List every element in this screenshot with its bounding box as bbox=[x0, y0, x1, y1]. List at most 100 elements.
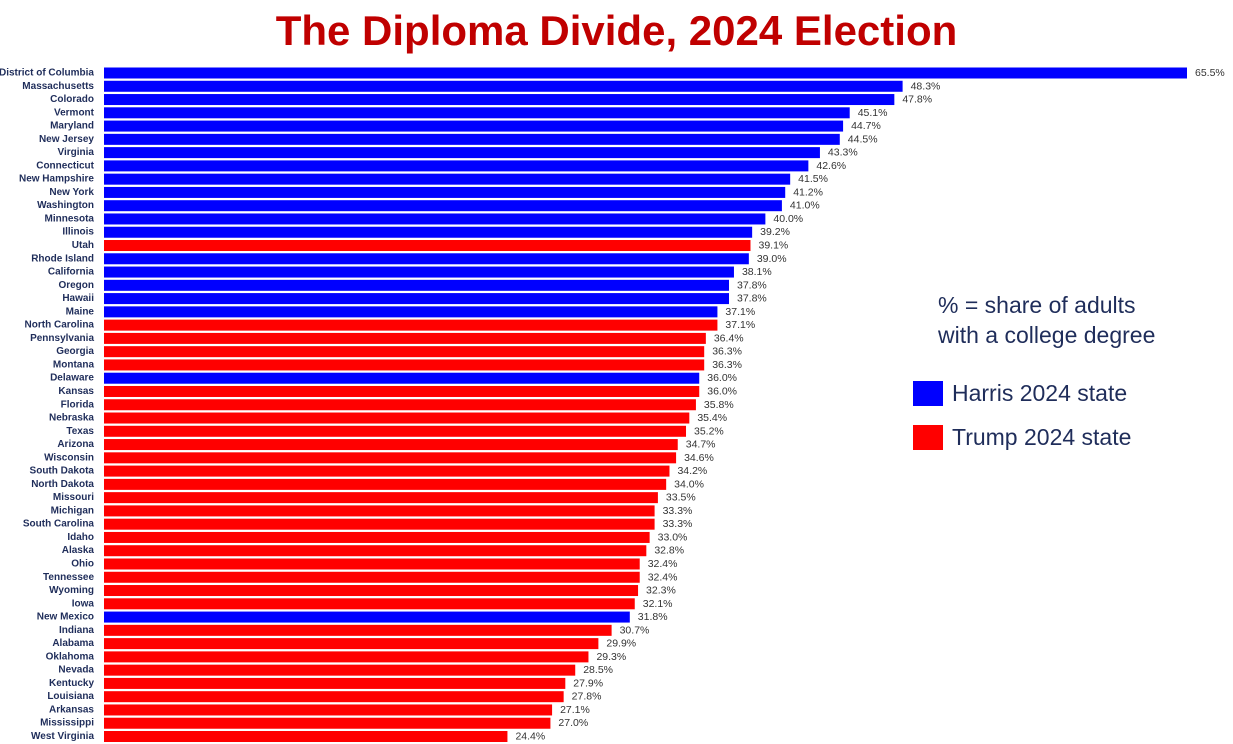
category-label: California bbox=[48, 267, 95, 278]
bar bbox=[104, 279, 729, 291]
bar bbox=[104, 478, 667, 490]
bar bbox=[104, 505, 655, 517]
category-label: Arizona bbox=[57, 439, 94, 450]
category-label: Maryland bbox=[50, 121, 94, 132]
data-label: 30.7% bbox=[620, 624, 650, 636]
chart-title: The Diploma Divide, 2024 Election bbox=[275, 7, 958, 54]
category-label: Utah bbox=[72, 240, 94, 251]
bar bbox=[104, 651, 589, 663]
data-label: 32.4% bbox=[648, 558, 678, 570]
bar bbox=[104, 664, 576, 676]
category-label: Hawaii bbox=[62, 293, 94, 304]
category-label: Alaska bbox=[62, 545, 95, 556]
bar bbox=[104, 558, 640, 570]
category-label: Tennessee bbox=[43, 572, 94, 583]
category-label: Rhode Island bbox=[31, 253, 94, 264]
legend-swatch-harris bbox=[913, 380, 943, 406]
data-label: 35.4% bbox=[697, 412, 727, 424]
bar bbox=[104, 240, 751, 252]
category-label: New Hampshire bbox=[19, 174, 94, 185]
data-label: 65.5% bbox=[1195, 67, 1225, 79]
bar bbox=[104, 638, 599, 650]
bar bbox=[104, 611, 630, 623]
category-label: Florida bbox=[61, 399, 95, 410]
category-label: Louisiana bbox=[47, 691, 94, 702]
data-label: 37.1% bbox=[725, 319, 755, 331]
bar bbox=[104, 107, 850, 119]
data-label: 33.3% bbox=[663, 505, 693, 517]
category-label: Nevada bbox=[58, 665, 94, 676]
bar bbox=[104, 624, 612, 636]
category-label: Massachusetts bbox=[22, 81, 94, 92]
data-label: 42.6% bbox=[816, 160, 846, 172]
data-label: 38.1% bbox=[742, 266, 772, 278]
bar bbox=[104, 439, 678, 451]
data-label: 31.8% bbox=[638, 611, 668, 623]
data-label: 40.0% bbox=[773, 213, 803, 225]
data-label: 34.6% bbox=[684, 452, 714, 464]
bar bbox=[104, 452, 677, 464]
category-label: Illinois bbox=[62, 227, 94, 238]
category-label: Georgia bbox=[56, 346, 94, 357]
data-label: 27.9% bbox=[573, 677, 603, 689]
category-label: Wyoming bbox=[49, 585, 94, 596]
category-label: Alabama bbox=[52, 638, 94, 649]
data-label: 36.4% bbox=[714, 332, 744, 344]
bar bbox=[104, 319, 718, 331]
data-label: 27.8% bbox=[572, 691, 602, 703]
data-label: 32.4% bbox=[648, 571, 678, 583]
data-label: 47.8% bbox=[902, 94, 932, 106]
bar bbox=[104, 253, 749, 265]
bar bbox=[104, 545, 647, 557]
category-label: Nebraska bbox=[49, 413, 94, 424]
data-label: 33.5% bbox=[666, 492, 696, 504]
category-label: Missouri bbox=[53, 492, 94, 503]
legend-item-trump: Trump 2024 state bbox=[913, 423, 1131, 451]
bar bbox=[104, 67, 1187, 79]
data-label: 37.8% bbox=[737, 279, 767, 291]
bar bbox=[104, 293, 729, 305]
bar bbox=[104, 677, 566, 689]
bar bbox=[104, 200, 782, 212]
legend-note: % = share of adults with a college degre… bbox=[938, 290, 1228, 350]
category-label: South Dakota bbox=[30, 466, 95, 477]
category-label: Wisconsin bbox=[44, 452, 94, 463]
bar bbox=[104, 266, 734, 278]
data-label: 34.2% bbox=[677, 465, 707, 477]
bar bbox=[104, 226, 753, 238]
data-label: 37.8% bbox=[737, 293, 767, 305]
category-label: Kentucky bbox=[49, 678, 94, 689]
data-label: 33.0% bbox=[658, 531, 688, 543]
category-label: North Carolina bbox=[25, 320, 95, 331]
category-label: North Dakota bbox=[31, 479, 94, 490]
category-label: Texas bbox=[66, 426, 94, 437]
legend-note-line-2: with a college degree bbox=[938, 322, 1156, 348]
bar bbox=[104, 133, 840, 145]
data-label: 36.0% bbox=[707, 372, 737, 384]
bar bbox=[104, 704, 553, 716]
data-label: 32.1% bbox=[643, 598, 673, 610]
category-label: Connecticut bbox=[36, 160, 94, 171]
legend-label-trump: Trump 2024 state bbox=[952, 423, 1132, 450]
bar bbox=[104, 717, 551, 729]
data-label: 44.7% bbox=[851, 120, 881, 132]
bar bbox=[104, 160, 809, 172]
bar bbox=[104, 691, 564, 703]
data-label: 44.5% bbox=[848, 133, 878, 145]
category-label: Mississippi bbox=[40, 718, 94, 729]
bar bbox=[104, 598, 635, 610]
data-label: 43.3% bbox=[828, 147, 858, 159]
bar bbox=[104, 731, 508, 742]
data-label: 41.0% bbox=[790, 200, 820, 212]
data-label: 39.2% bbox=[760, 226, 790, 238]
data-label: 45.1% bbox=[858, 107, 888, 119]
bar bbox=[104, 585, 639, 597]
data-label: 48.3% bbox=[911, 80, 941, 92]
category-label: Michigan bbox=[51, 505, 94, 516]
data-label: 32.3% bbox=[646, 585, 676, 597]
category-label: New Mexico bbox=[37, 612, 94, 623]
data-label: 35.2% bbox=[694, 425, 724, 437]
data-label: 36.3% bbox=[712, 346, 742, 358]
bar bbox=[104, 465, 670, 477]
bar bbox=[104, 531, 650, 543]
